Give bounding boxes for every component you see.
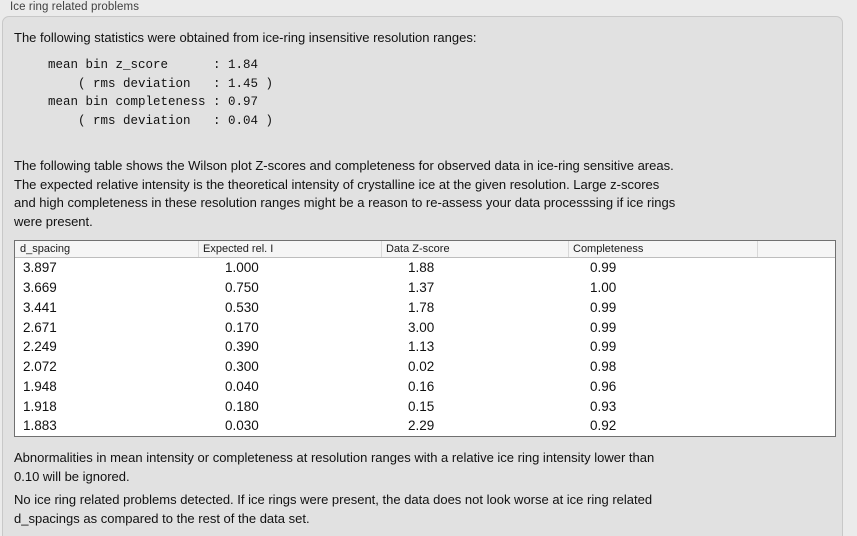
column-header-empty bbox=[758, 241, 835, 257]
table-cell: 1.00 bbox=[590, 280, 617, 296]
table-cell: 0.040 bbox=[225, 378, 259, 394]
table-cell: 0.16 bbox=[408, 378, 435, 394]
table-row[interactable]: 2.671 0.170 3.00 0.99 bbox=[15, 317, 835, 337]
table-cell: 2.249 bbox=[23, 339, 57, 355]
table-row[interactable]: 2.072 0.300 0.02 0.98 bbox=[15, 357, 835, 377]
description-text: The following table shows the Wilson plo… bbox=[14, 158, 676, 229]
table-cell: 2.072 bbox=[23, 359, 57, 375]
ignore-threshold-note: Abnormalities in mean intensity or compl… bbox=[14, 450, 655, 484]
table-cell: 0.99 bbox=[590, 319, 617, 335]
table-body: 3.897 1.000 1.88 0.99 3.669 0.750 1.37 1.00 3.44… bbox=[15, 258, 835, 436]
table-cell: 0.530 bbox=[225, 299, 259, 315]
table-cell: 2.671 bbox=[23, 319, 57, 335]
table-cell: 3.441 bbox=[23, 299, 57, 315]
table-cell: 1.883 bbox=[23, 418, 57, 434]
table-cell: 1.000 bbox=[225, 260, 259, 276]
table-cell: 0.92 bbox=[590, 418, 617, 434]
column-header-expected-rel-i[interactable]: Expected rel. I bbox=[199, 241, 382, 257]
table-row[interactable]: 3.669 0.750 1.37 1.00 bbox=[15, 278, 835, 298]
stats-block: mean bin z_score : 1.84 ( rms deviation … bbox=[48, 58, 274, 128]
table-row[interactable]: 1.948 0.040 0.16 0.96 bbox=[15, 377, 835, 397]
table-cell: 1.37 bbox=[408, 280, 435, 296]
table-cell: 1.13 bbox=[408, 339, 435, 355]
conclusion-text: No ice ring related problems detected. I… bbox=[14, 492, 653, 526]
table-cell: 0.96 bbox=[590, 378, 617, 394]
table-row[interactable]: 3.441 0.530 1.78 0.99 bbox=[15, 298, 835, 318]
table-cell: 0.180 bbox=[225, 398, 259, 414]
table-cell: 1.88 bbox=[408, 260, 435, 276]
table-cell: 0.99 bbox=[590, 260, 617, 276]
table-cell: 0.170 bbox=[225, 319, 259, 335]
table-cell: 2.29 bbox=[408, 418, 435, 434]
table-cell: 0.300 bbox=[225, 359, 259, 375]
table-row[interactable]: 2.249 0.390 1.13 0.99 bbox=[15, 337, 835, 357]
column-header-data-z-score[interactable]: Data Z-score bbox=[382, 241, 569, 257]
column-header-completeness[interactable]: Completeness bbox=[569, 241, 758, 257]
table-cell: 1.78 bbox=[408, 299, 435, 315]
table-header-row: d_spacing Expected rel. I Data Z-score Comp… bbox=[15, 241, 835, 258]
table-cell: 0.02 bbox=[408, 359, 435, 375]
table-row[interactable]: 1.918 0.180 0.15 0.93 bbox=[15, 396, 835, 416]
column-header-d-spacing[interactable]: d_spacing bbox=[15, 241, 199, 257]
table-cell: 3.00 bbox=[408, 319, 435, 335]
intro-text: The following statistics were obtained f… bbox=[14, 30, 477, 45]
table-row[interactable]: 3.897 1.000 1.88 0.99 bbox=[15, 258, 835, 278]
table-cell: 0.390 bbox=[225, 339, 259, 355]
ice-ring-table[interactable]: d_spacing Expected rel. I Data Z-score Comp… bbox=[14, 240, 836, 437]
table-cell: 1.918 bbox=[23, 398, 57, 414]
table-cell: 0.93 bbox=[590, 398, 617, 414]
table-cell: 0.750 bbox=[225, 280, 259, 296]
table-cell: 0.99 bbox=[590, 299, 617, 315]
table-cell: 0.98 bbox=[590, 359, 617, 375]
table-cell: 3.669 bbox=[23, 280, 57, 296]
table-row[interactable]: 1.883 0.030 2.29 0.92 bbox=[15, 416, 835, 436]
table-cell: 0.99 bbox=[590, 339, 617, 355]
table-cell: 1.948 bbox=[23, 378, 57, 394]
table-cell: 3.897 bbox=[23, 260, 57, 276]
table-cell: 0.15 bbox=[408, 398, 435, 414]
groupbox-title: Ice ring related problems bbox=[10, 1, 140, 13]
table-cell: 0.030 bbox=[225, 418, 259, 434]
